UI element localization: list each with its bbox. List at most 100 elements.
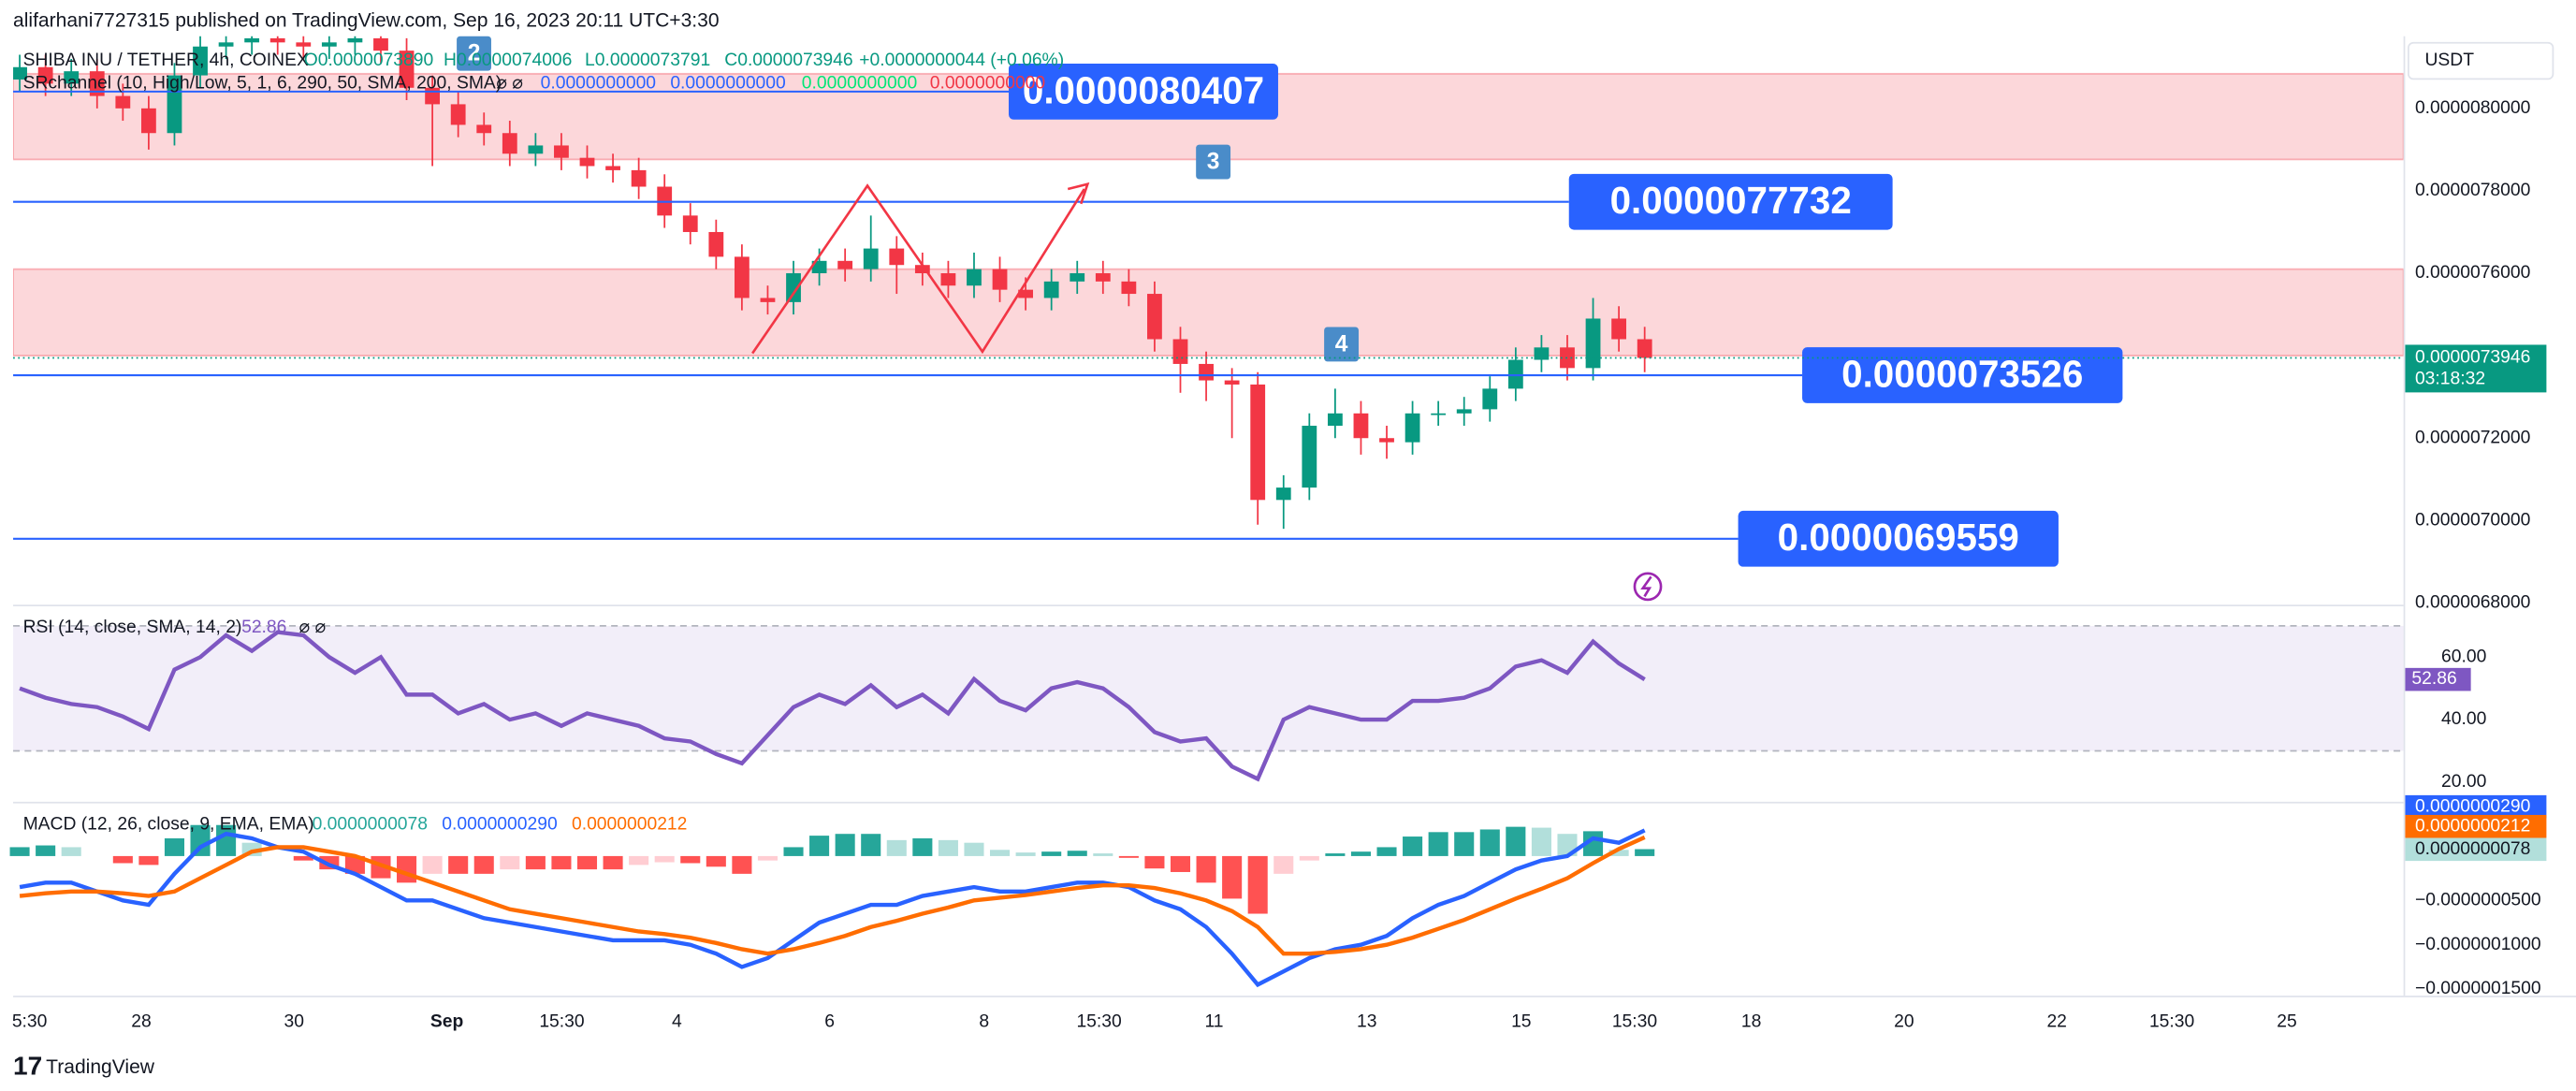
macd-tag	[2405, 837, 2547, 862]
candle-body	[631, 169, 647, 187]
candle-body	[115, 95, 131, 109]
sr-zone	[13, 268, 2404, 357]
x-tick-label: 20	[1894, 1011, 1914, 1031]
candle-body	[1327, 413, 1343, 427]
macd-histogram-bar	[1635, 849, 1655, 856]
macd-histogram-bar	[1118, 855, 1139, 858]
candle-body	[1018, 289, 1034, 298]
ohlc-label: C0.0000073946	[724, 51, 852, 70]
macd-histogram-bar	[1015, 852, 1036, 856]
x-tick-label: 25	[2277, 1011, 2296, 1031]
y-tick-label: 0.0000080000	[2415, 98, 2530, 118]
macd-histogram-bar	[525, 855, 546, 870]
candle-body	[502, 133, 517, 154]
candle-body	[1095, 273, 1111, 282]
y-tick-label: 0.0000072000	[2415, 428, 2530, 447]
candle-body	[140, 108, 156, 134]
macd-histogram-bar	[1506, 826, 1526, 856]
x-tick-label: 28	[131, 1011, 151, 1031]
macd-histogram-bar	[757, 855, 778, 861]
candle-body	[1611, 318, 1627, 340]
macd-histogram-bar	[732, 855, 752, 874]
candle-body	[1070, 273, 1085, 282]
macd-tag	[2405, 814, 2547, 838]
macd-histogram-bar	[112, 855, 133, 864]
candle-body	[734, 256, 750, 298]
countdown: 03:18:32	[2415, 369, 2485, 388]
macd-histogram-bar	[861, 834, 881, 856]
macd-histogram-bar	[990, 850, 1011, 856]
candle-body	[296, 42, 312, 47]
macd-legend-value: 0.0000000078	[313, 815, 428, 835]
candle-body	[1379, 438, 1394, 443]
arrow-head	[1067, 182, 1090, 205]
macd-histogram-bar	[629, 855, 649, 866]
lightning-icon[interactable]	[1633, 572, 1663, 602]
candle-body	[528, 145, 544, 154]
x-tick-label: 8	[979, 1011, 989, 1031]
x-tick-label: Sep	[430, 1011, 463, 1031]
footer: TradingView	[46, 1056, 155, 1078]
level-label-box	[1802, 347, 2123, 403]
macd-histogram-bar	[1376, 847, 1397, 856]
y-tick-label: 60.00	[2441, 647, 2486, 666]
macd-histogram-bar	[293, 855, 313, 861]
macd-histogram-bar	[1222, 855, 1243, 899]
rsi-tag	[2405, 667, 2471, 691]
x-tick-label: 15:30	[1612, 1011, 1657, 1031]
macd-histogram-bar	[912, 837, 933, 856]
candle-body	[1482, 388, 1498, 410]
level-label-box	[1568, 173, 1893, 230]
zigzag-drawing	[751, 183, 1085, 355]
macd-line	[19, 835, 1646, 956]
indicator-value: 0.0000000000	[541, 74, 656, 94]
candle-body	[373, 37, 388, 51]
y-tick-label: 0.0000078000	[2415, 181, 2530, 200]
indicator-value: 0.0000000000	[930, 74, 1045, 94]
level-label: 0.0000069559	[1778, 516, 2019, 559]
macd-tag	[2405, 794, 2547, 819]
currency-button[interactable]	[2408, 41, 2554, 80]
macd-histogram-bar	[706, 855, 726, 867]
macd-histogram-bar	[551, 855, 572, 870]
level-label: 0.0000080407	[1023, 68, 1264, 111]
macd-histogram-bar	[190, 824, 211, 856]
candle-body	[450, 104, 466, 125]
candle-body	[786, 273, 801, 302]
x-tick-label: 6	[824, 1011, 835, 1031]
candle-body	[1404, 413, 1420, 443]
macd-histogram-bar	[1403, 836, 1423, 856]
rsi-icons: ⌀ ⌀	[299, 618, 327, 637]
macd-histogram-bar	[1479, 829, 1500, 856]
currency: USDT	[2424, 51, 2474, 70]
y-tick-label: −0.0000001500	[2415, 979, 2541, 998]
macd-histogram-bar	[1454, 832, 1475, 856]
candle-body	[1585, 318, 1601, 369]
macd-histogram-bar	[809, 836, 830, 856]
macd-histogram-bar	[422, 855, 443, 874]
rsi-legend-value: 52.86	[241, 618, 286, 637]
ohlc-label: O0.0000073890	[304, 51, 433, 70]
candle-body	[269, 37, 285, 43]
macd-histogram-bar	[1273, 855, 1294, 874]
candle-body	[1456, 409, 1472, 414]
marker-box	[1196, 144, 1231, 180]
indicator-value: 0.0000000000	[670, 74, 785, 94]
candle-body	[1353, 413, 1369, 439]
macd-histogram-bar	[1093, 853, 1113, 856]
last-price-tag	[2405, 344, 2547, 393]
candle-body	[579, 157, 595, 167]
candle-body	[193, 46, 208, 76]
candle-body	[708, 231, 724, 257]
x-tick-label: 4	[672, 1011, 682, 1031]
x-tick-label: 13	[1357, 1011, 1376, 1031]
candle-body	[1637, 339, 1652, 358]
level-label-box	[1009, 64, 1278, 120]
candle-body	[1121, 281, 1137, 295]
rsi-band	[13, 625, 2404, 751]
candle-body	[967, 269, 982, 286]
macd-tag-label: 0.0000000078	[2415, 839, 2530, 859]
marker-box	[457, 36, 491, 71]
macd-histogram-bar	[1196, 855, 1216, 883]
macd-histogram-bar	[938, 839, 958, 856]
